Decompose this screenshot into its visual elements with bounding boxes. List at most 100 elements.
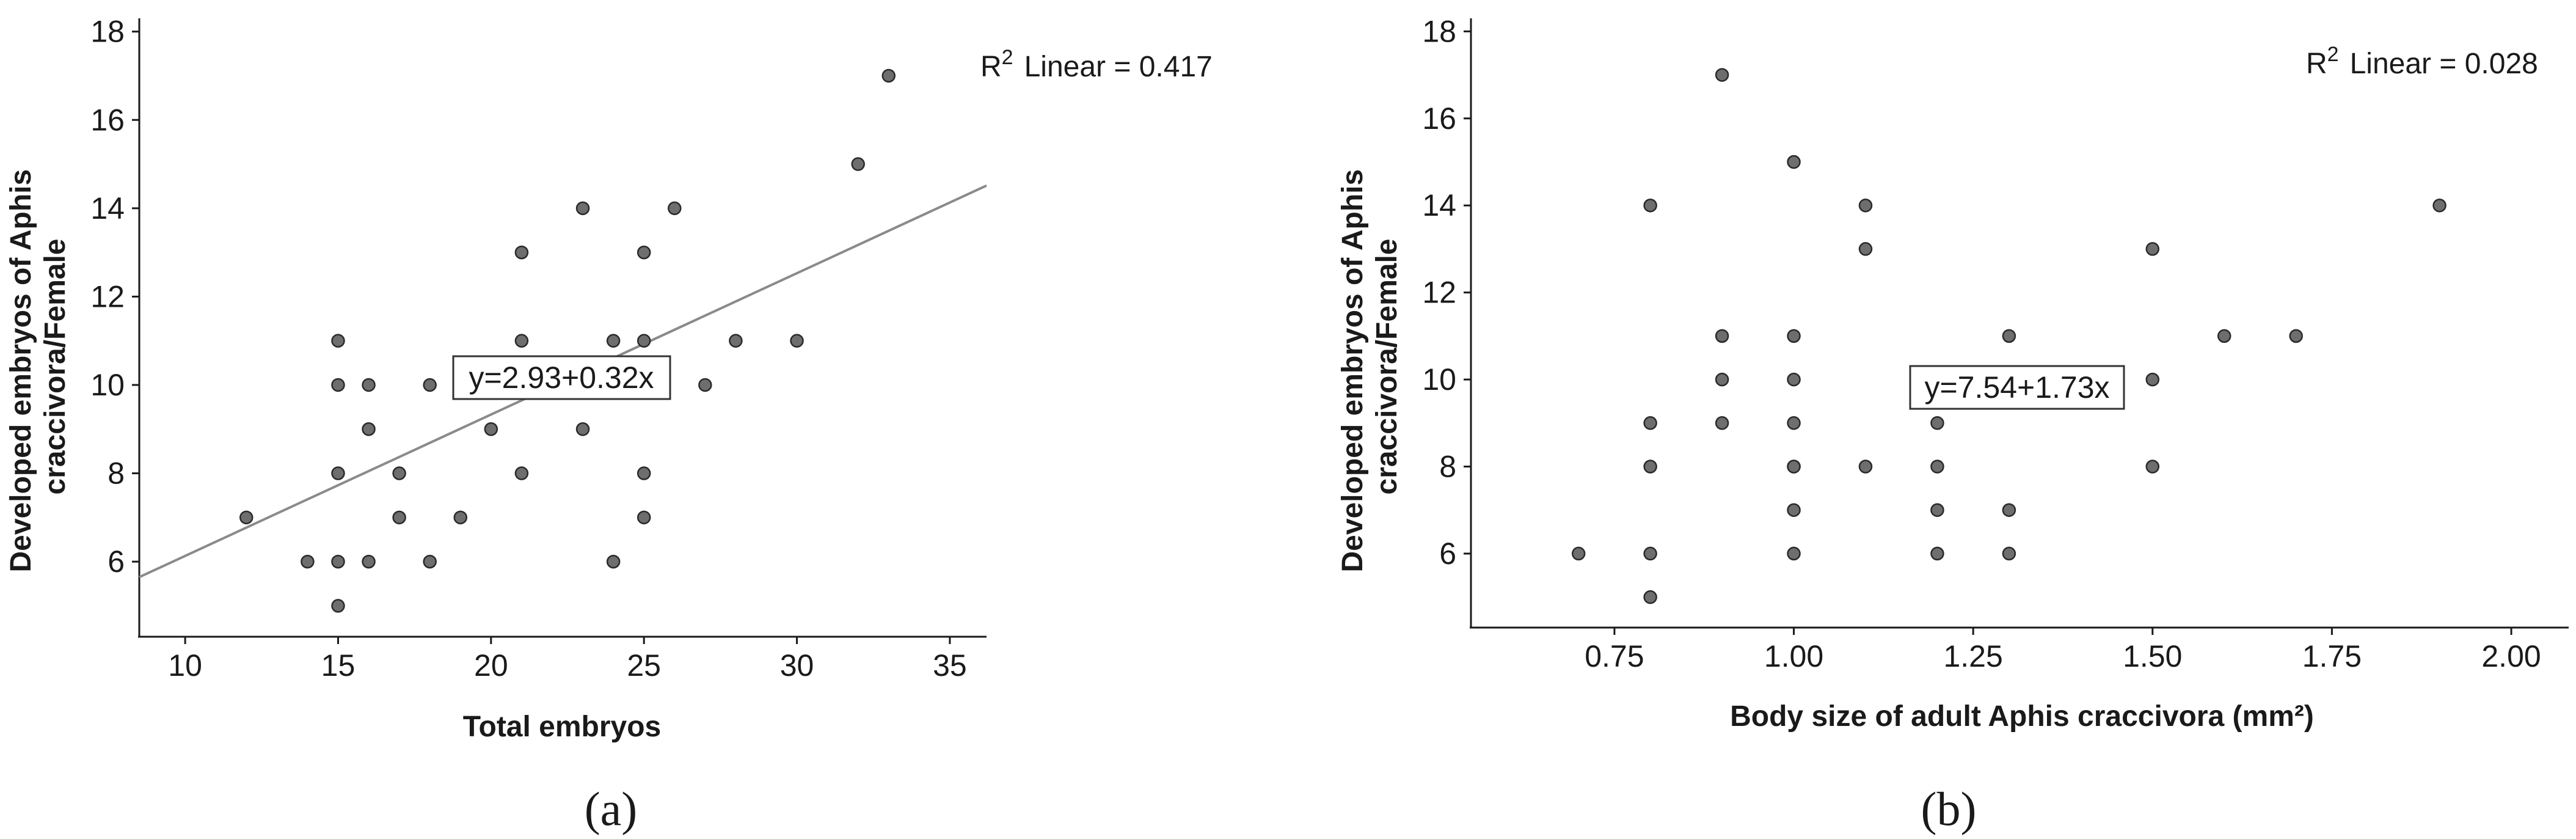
x-tick-labels: 10 15 20 25 30 35: [168, 637, 967, 683]
y-tick-labels: 6 8 10 12 14 16 18: [1422, 14, 1471, 571]
r-squared-label: R2 Linear = 0.028: [2306, 43, 2538, 80]
data-point: [392, 510, 406, 525]
data-point: [1715, 329, 1729, 343]
data-point: [514, 466, 529, 480]
equation-box: [1909, 365, 2125, 410]
y-tick-label: 6: [108, 544, 125, 579]
data-point: [1787, 372, 1801, 387]
data-point: [575, 201, 590, 216]
equation-text: y=7.54+1.73x: [1924, 370, 2109, 405]
data-point: [1643, 198, 1657, 213]
x-axis-title: Total embryos: [463, 711, 662, 743]
x-tick-label: 35: [933, 648, 967, 683]
data-point: [2002, 503, 2016, 517]
y-tick-label: 10: [1422, 362, 1456, 397]
y-tick-label: 16: [1422, 101, 1456, 136]
x-tick-labels: 0.75 1.00 1.25 1.50 1.75 2.00: [1585, 628, 2541, 673]
data-points: [1571, 68, 2446, 604]
x-tick-label: 0.75: [1585, 639, 1644, 673]
data-point: [606, 334, 621, 348]
x-tick-label: 20: [474, 648, 508, 683]
data-point: [1715, 68, 1729, 82]
data-point: [637, 466, 651, 480]
r-squared-symbol: R: [2306, 48, 2327, 80]
data-point: [2002, 546, 2016, 561]
data-point: [881, 68, 896, 83]
equation-text: y=2.93+0.32x: [469, 361, 654, 395]
equation-box: [452, 355, 671, 400]
data-point: [2289, 329, 2303, 343]
data-point: [514, 245, 529, 260]
data-point: [331, 599, 345, 613]
y-tick-label: 18: [1422, 14, 1456, 48]
y-tick-label: 16: [90, 103, 125, 137]
data-point: [1930, 416, 1944, 430]
data-point: [301, 554, 315, 569]
y-tick-label: 14: [90, 191, 125, 225]
data-point: [2432, 198, 2446, 213]
panel-label-b: (b): [1921, 782, 1977, 835]
data-point: [362, 378, 376, 392]
data-point: [1787, 329, 1801, 343]
data-point: [668, 201, 682, 216]
y-tick-label: 14: [1422, 188, 1456, 222]
y-tick-label: 10: [90, 368, 125, 402]
data-point: [575, 422, 590, 436]
equation-label: y=7.54+1.73x: [1909, 365, 2125, 410]
data-point: [362, 422, 376, 436]
y-axis-title-line-2: craccivora/Female: [39, 239, 71, 495]
r-squared-symbol: R: [980, 51, 1002, 83]
panel-label-a: (a): [585, 782, 638, 835]
y-tick-label: 18: [90, 15, 125, 49]
data-point: [1787, 155, 1801, 169]
data-point: [1930, 503, 1944, 517]
data-point: [331, 554, 345, 569]
data-point: [1787, 546, 1801, 561]
y-tick-label: 12: [1422, 276, 1456, 310]
data-point: [729, 334, 743, 348]
scatter-panel-a: 6 8 10 12 14 16 18 10 15 20 25 30 35 y=2.93+0.32x R…: [5, 15, 1213, 835]
data-point: [423, 378, 437, 392]
data-point: [392, 466, 406, 480]
data-point: [423, 554, 437, 569]
data-point: [2145, 372, 2160, 387]
x-tick-label: 2.00: [2481, 639, 2541, 673]
data-point: [1787, 460, 1801, 474]
x-tick-label: 1.00: [1764, 639, 1823, 673]
y-tick-label: 6: [1439, 537, 1456, 571]
y-tick-label: 8: [1439, 450, 1456, 484]
data-point: [1930, 460, 1944, 474]
data-point: [331, 466, 345, 480]
data-point: [1787, 503, 1801, 517]
r-squared-value: Linear = 0.417: [1024, 51, 1213, 83]
data-point: [362, 554, 376, 569]
y-axis-title-line-1: Developed embryos of Aphis: [5, 169, 37, 573]
data-point: [606, 554, 621, 569]
data-point: [1643, 416, 1657, 430]
x-tick-label: 25: [627, 648, 661, 683]
data-point: [331, 378, 345, 392]
data-point: [1858, 198, 1873, 213]
x-axis-title: Body size of adult Aphis craccivora (mm²…: [1730, 700, 2314, 733]
data-point: [484, 422, 498, 436]
y-tick-label: 12: [90, 279, 125, 313]
data-point: [1930, 546, 1944, 561]
r-squared-superscript: 2: [1002, 46, 1013, 69]
data-point: [2217, 329, 2231, 343]
y-axis-title: Developed embryos of Aphis craccivora/Fe…: [5, 161, 71, 572]
equation-label: y=2.93+0.32x: [452, 355, 671, 400]
x-tick-label: 15: [321, 648, 356, 683]
data-point: [1643, 546, 1657, 561]
data-point: [453, 510, 468, 525]
data-point: [2145, 242, 2160, 256]
data-point: [1715, 372, 1729, 387]
y-axis-title-line-2: craccivora/Female: [1371, 239, 1403, 495]
data-point: [1858, 460, 1873, 474]
data-point: [637, 510, 651, 525]
data-point: [637, 334, 651, 348]
y-axis-title-line-1: Developed embryos of Aphis: [1337, 169, 1369, 573]
x-tick-label: 1.25: [1943, 639, 2002, 673]
x-tick-label: 1.75: [2302, 639, 2362, 673]
